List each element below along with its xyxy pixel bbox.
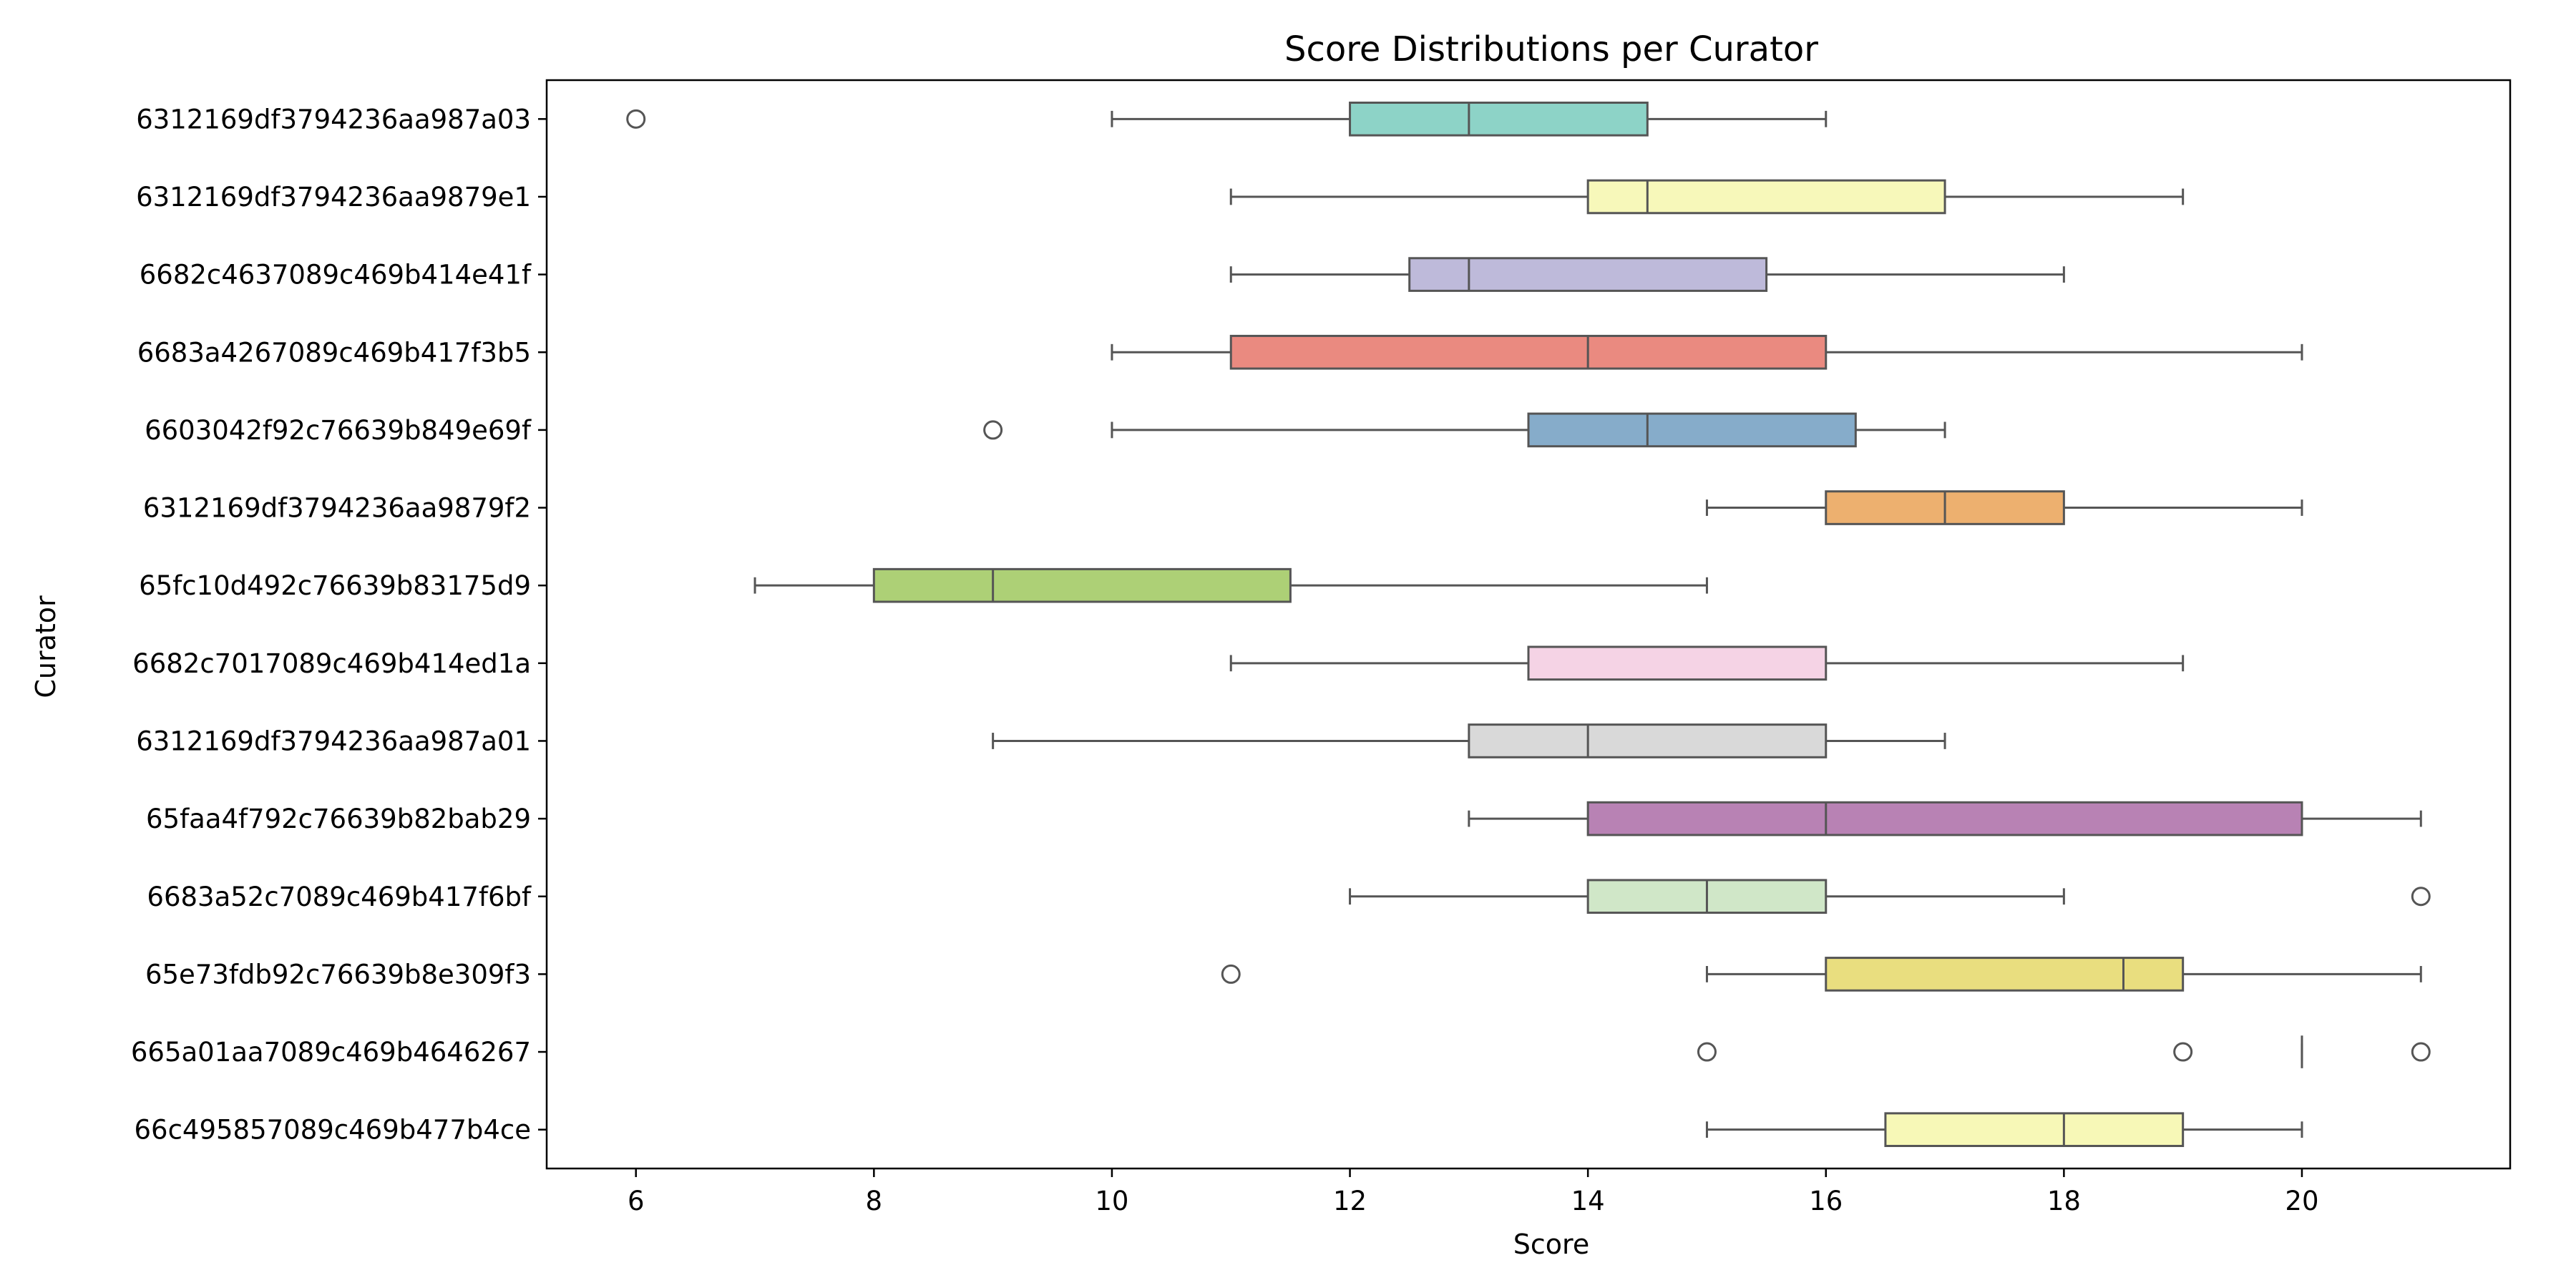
iqr-box bbox=[1586, 801, 2303, 836]
y-tick-label: 665a01aa7089c469b4646267 bbox=[131, 1037, 531, 1068]
y-tick-label: 6312169df3794236aa9879e1 bbox=[136, 182, 531, 213]
y-tick-label: 6312169df3794236aa987a03 bbox=[136, 104, 531, 135]
outlier-point bbox=[2411, 887, 2431, 907]
outlier-point bbox=[1697, 1042, 1717, 1062]
y-tick-label: 65e73fdb92c76639b8e309f3 bbox=[145, 959, 531, 990]
y-tick-label: 6682c4637089c469b414e41f bbox=[140, 260, 532, 291]
y-tick-label: 65fc10d492c76639b83175d9 bbox=[139, 570, 531, 601]
iqr-box bbox=[1468, 723, 1828, 758]
x-axis-label: Score bbox=[1513, 1229, 1589, 1260]
y-tick-label: 65faa4f792c76639b82bab29 bbox=[146, 804, 531, 834]
x-tick-label: 14 bbox=[1571, 1186, 1605, 1216]
iqr-box bbox=[1825, 957, 2185, 992]
axes-frame bbox=[545, 79, 2512, 1170]
outlier-point bbox=[983, 420, 1003, 440]
iqr-box bbox=[1884, 1112, 2185, 1147]
chart-title: Score Distributions per Curator bbox=[1284, 29, 1818, 69]
y-tick-label: 6683a52c7089c469b417f6bf bbox=[147, 882, 532, 912]
plot-area: 6 8 10 12 14 16 18 20 6312169df3794236aa987a03 63… bbox=[131, 102, 2431, 1216]
y-tick-label: 6312169df3794236aa987a01 bbox=[136, 726, 531, 756]
x-tick-label: 6 bbox=[628, 1186, 645, 1216]
y-tick-label: 6312169df3794236aa9879f2 bbox=[143, 493, 531, 524]
x-tick-label: 20 bbox=[2285, 1186, 2318, 1216]
iqr-box bbox=[1349, 102, 1649, 137]
iqr-box bbox=[1408, 257, 1768, 292]
iqr-box bbox=[1527, 645, 1828, 681]
x-tick-label: 10 bbox=[1095, 1186, 1128, 1216]
iqr-box bbox=[1527, 412, 1857, 448]
x-tick-label: 16 bbox=[1809, 1186, 1843, 1216]
outlier-point bbox=[626, 109, 646, 129]
y-axis-label: Curator bbox=[30, 595, 62, 698]
y-tick-label: 6683a4267089c469b417f3b5 bbox=[137, 337, 531, 368]
outlier-point bbox=[1221, 964, 1241, 984]
x-tick-label: 18 bbox=[2047, 1186, 2081, 1216]
x-tick-label: 12 bbox=[1333, 1186, 1367, 1216]
iqr-box bbox=[1229, 334, 1828, 370]
y-tick-label: 66c495857089c469b477b4ce bbox=[135, 1115, 532, 1146]
y-tick-label: 6682c7017089c469b414ed1a bbox=[132, 648, 531, 679]
outlier-point bbox=[2411, 1042, 2431, 1062]
y-tick-label: 6603042f92c76639b849e69f bbox=[145, 415, 532, 446]
iqr-box bbox=[872, 567, 1292, 603]
iqr-box bbox=[1586, 179, 1946, 215]
outlier-point bbox=[2173, 1042, 2193, 1062]
x-tick-label: 8 bbox=[866, 1186, 883, 1216]
